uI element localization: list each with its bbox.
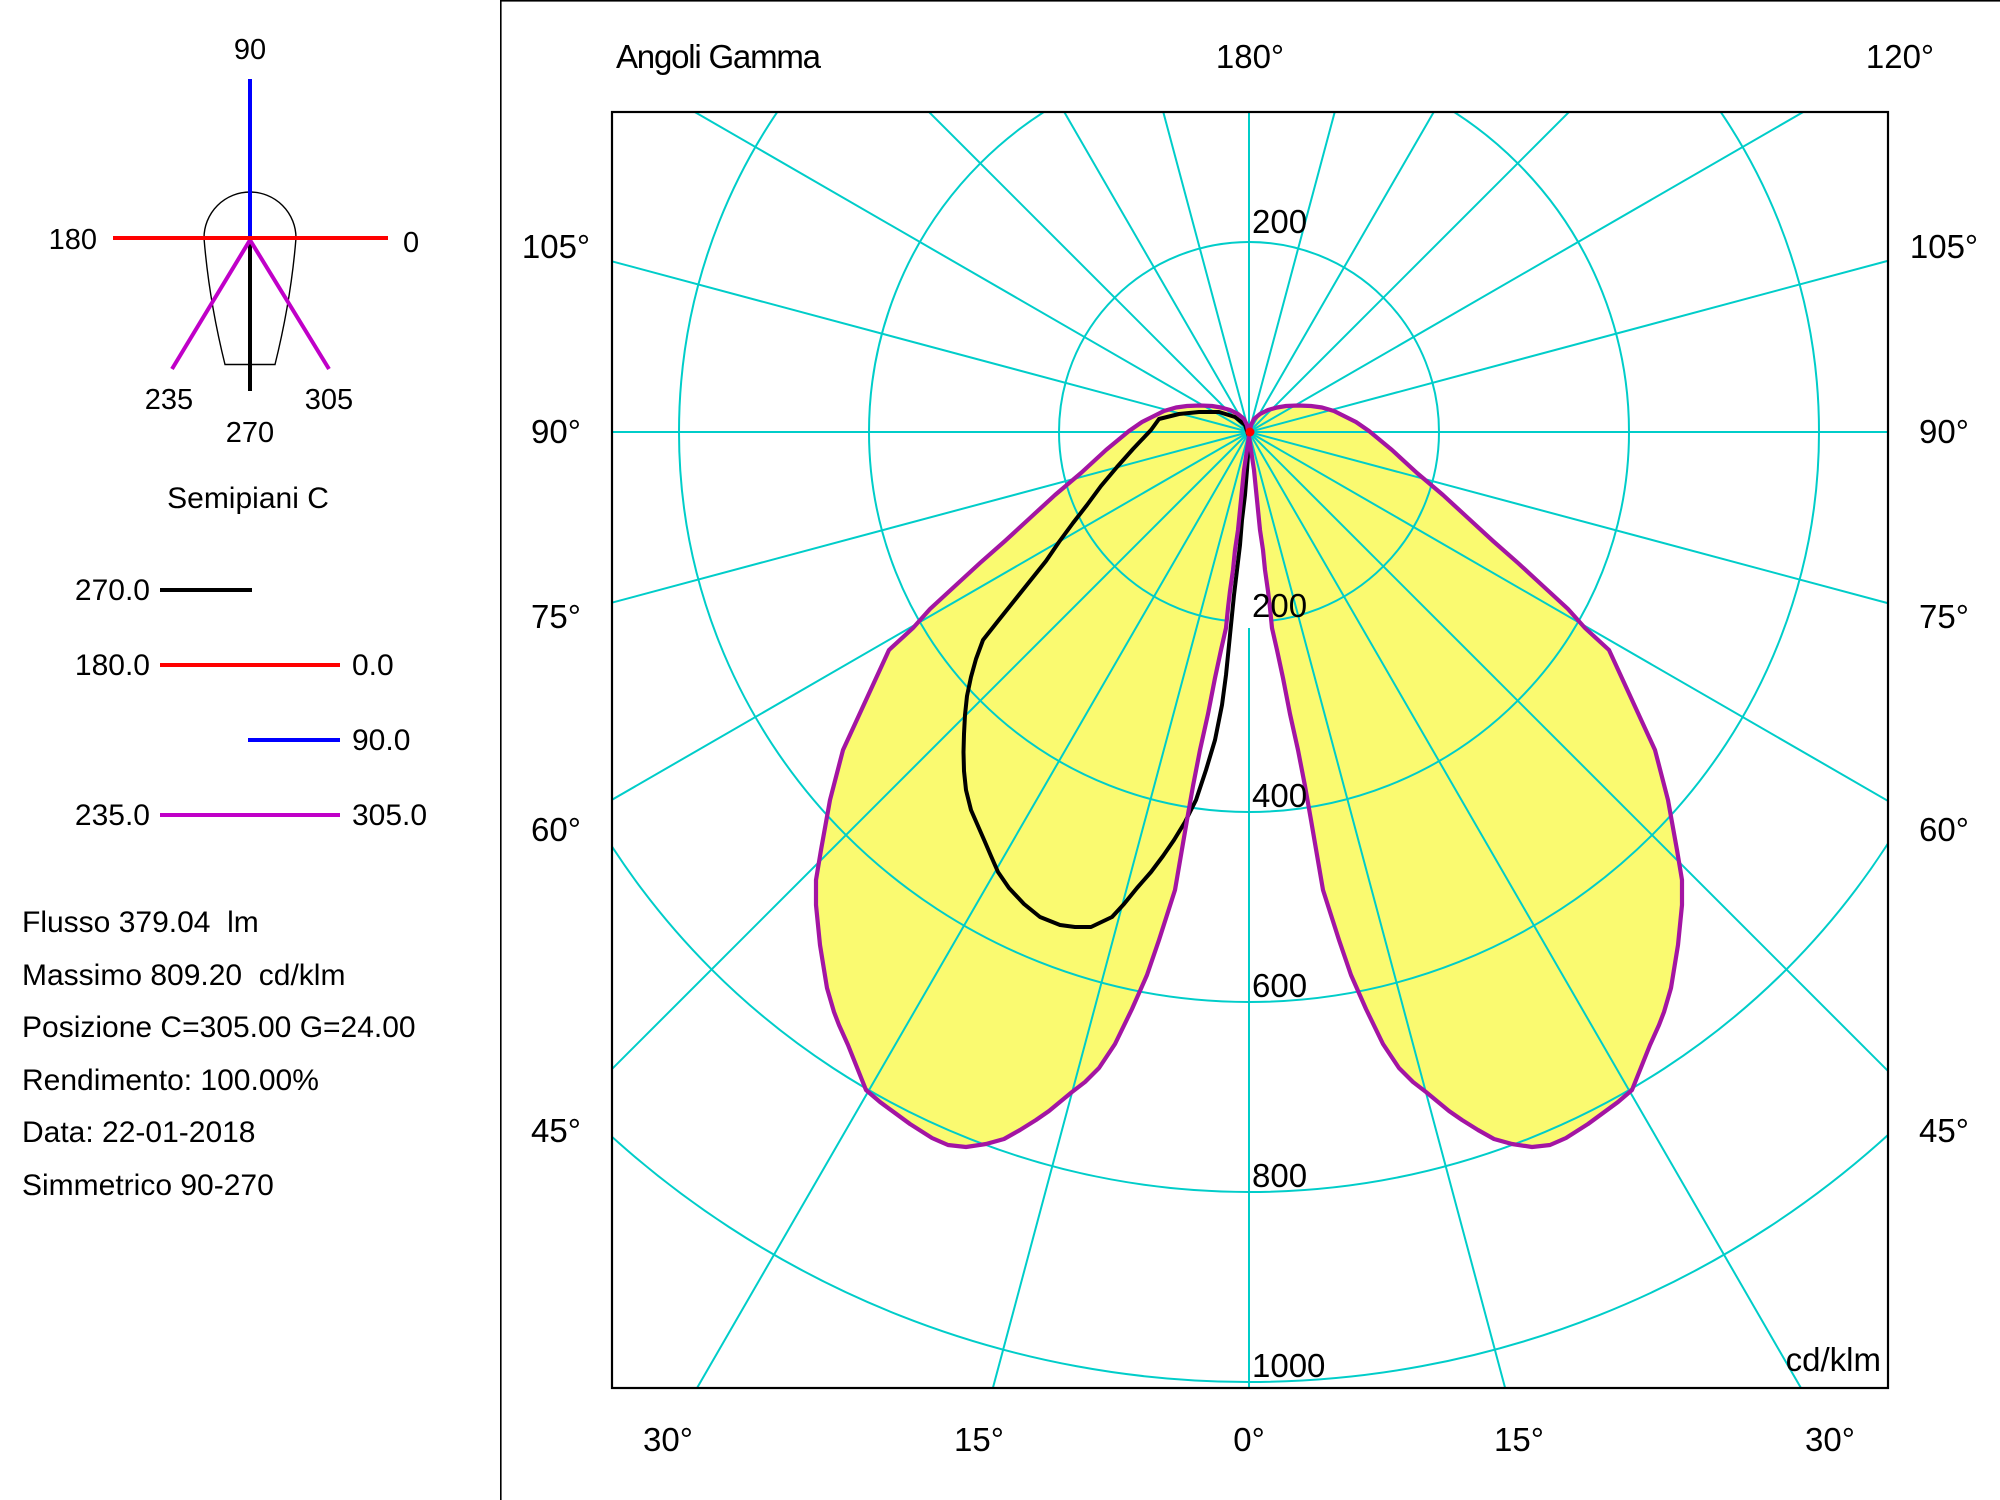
- svg-text:305.0: 305.0: [352, 799, 427, 832]
- svg-text:Angoli Gamma: Angoli Gamma: [616, 38, 822, 75]
- svg-text:400: 400: [1252, 777, 1307, 814]
- svg-text:90.0: 90.0: [352, 724, 410, 757]
- svg-text:Flusso 379.04 lm: Flusso 379.04 lm: [22, 906, 259, 939]
- svg-text:15°: 15°: [1494, 1421, 1544, 1458]
- svg-text:800: 800: [1252, 1157, 1307, 1194]
- svg-text:60°: 60°: [531, 811, 581, 848]
- svg-text:0.0: 0.0: [352, 649, 394, 682]
- svg-text:90°: 90°: [1919, 413, 1969, 450]
- svg-text:Data: 22-01-2018: Data: 22-01-2018: [22, 1116, 256, 1149]
- svg-text:270.0: 270.0: [75, 574, 150, 607]
- svg-text:600: 600: [1252, 967, 1307, 1004]
- svg-text:75°: 75°: [531, 598, 581, 635]
- svg-text:305: 305: [305, 384, 353, 416]
- svg-text:200: 200: [1252, 587, 1307, 624]
- svg-text:45°: 45°: [531, 1112, 581, 1149]
- svg-text:180: 180: [49, 224, 97, 256]
- svg-text:Rendimento: 100.00%: Rendimento: 100.00%: [22, 1064, 319, 1097]
- svg-text:45°: 45°: [1919, 1112, 1969, 1149]
- svg-text:90°: 90°: [531, 413, 581, 450]
- svg-text:180°: 180°: [1216, 38, 1284, 75]
- svg-text:75°: 75°: [1919, 598, 1969, 635]
- svg-text:Semipiani C: Semipiani C: [167, 482, 329, 515]
- svg-text:235: 235: [145, 384, 193, 416]
- svg-text:60°: 60°: [1919, 811, 1969, 848]
- svg-text:Massimo 809.20 cd/klm: Massimo 809.20 cd/klm: [22, 959, 345, 992]
- svg-text:15°: 15°: [954, 1421, 1004, 1458]
- svg-text:270: 270: [226, 417, 274, 449]
- svg-text:30°: 30°: [643, 1421, 693, 1458]
- svg-text:180.0: 180.0: [75, 649, 150, 682]
- svg-text:0: 0: [403, 227, 419, 259]
- svg-text:235.0: 235.0: [75, 799, 150, 832]
- svg-text:105°: 105°: [522, 228, 590, 265]
- svg-text:1000: 1000: [1252, 1347, 1325, 1384]
- svg-text:105°: 105°: [1910, 228, 1978, 265]
- svg-text:30°: 30°: [1805, 1421, 1855, 1458]
- svg-text:0°: 0°: [1233, 1421, 1265, 1458]
- svg-text:120°: 120°: [1866, 38, 1934, 75]
- svg-text:90: 90: [234, 34, 266, 66]
- svg-text:200: 200: [1252, 203, 1307, 240]
- svg-text:Simmetrico 90-270: Simmetrico 90-270: [22, 1169, 274, 1202]
- svg-text:Posizione C=305.00 G=24.00: Posizione C=305.00 G=24.00: [22, 1011, 416, 1044]
- svg-text:cd/klm: cd/klm: [1786, 1341, 1881, 1378]
